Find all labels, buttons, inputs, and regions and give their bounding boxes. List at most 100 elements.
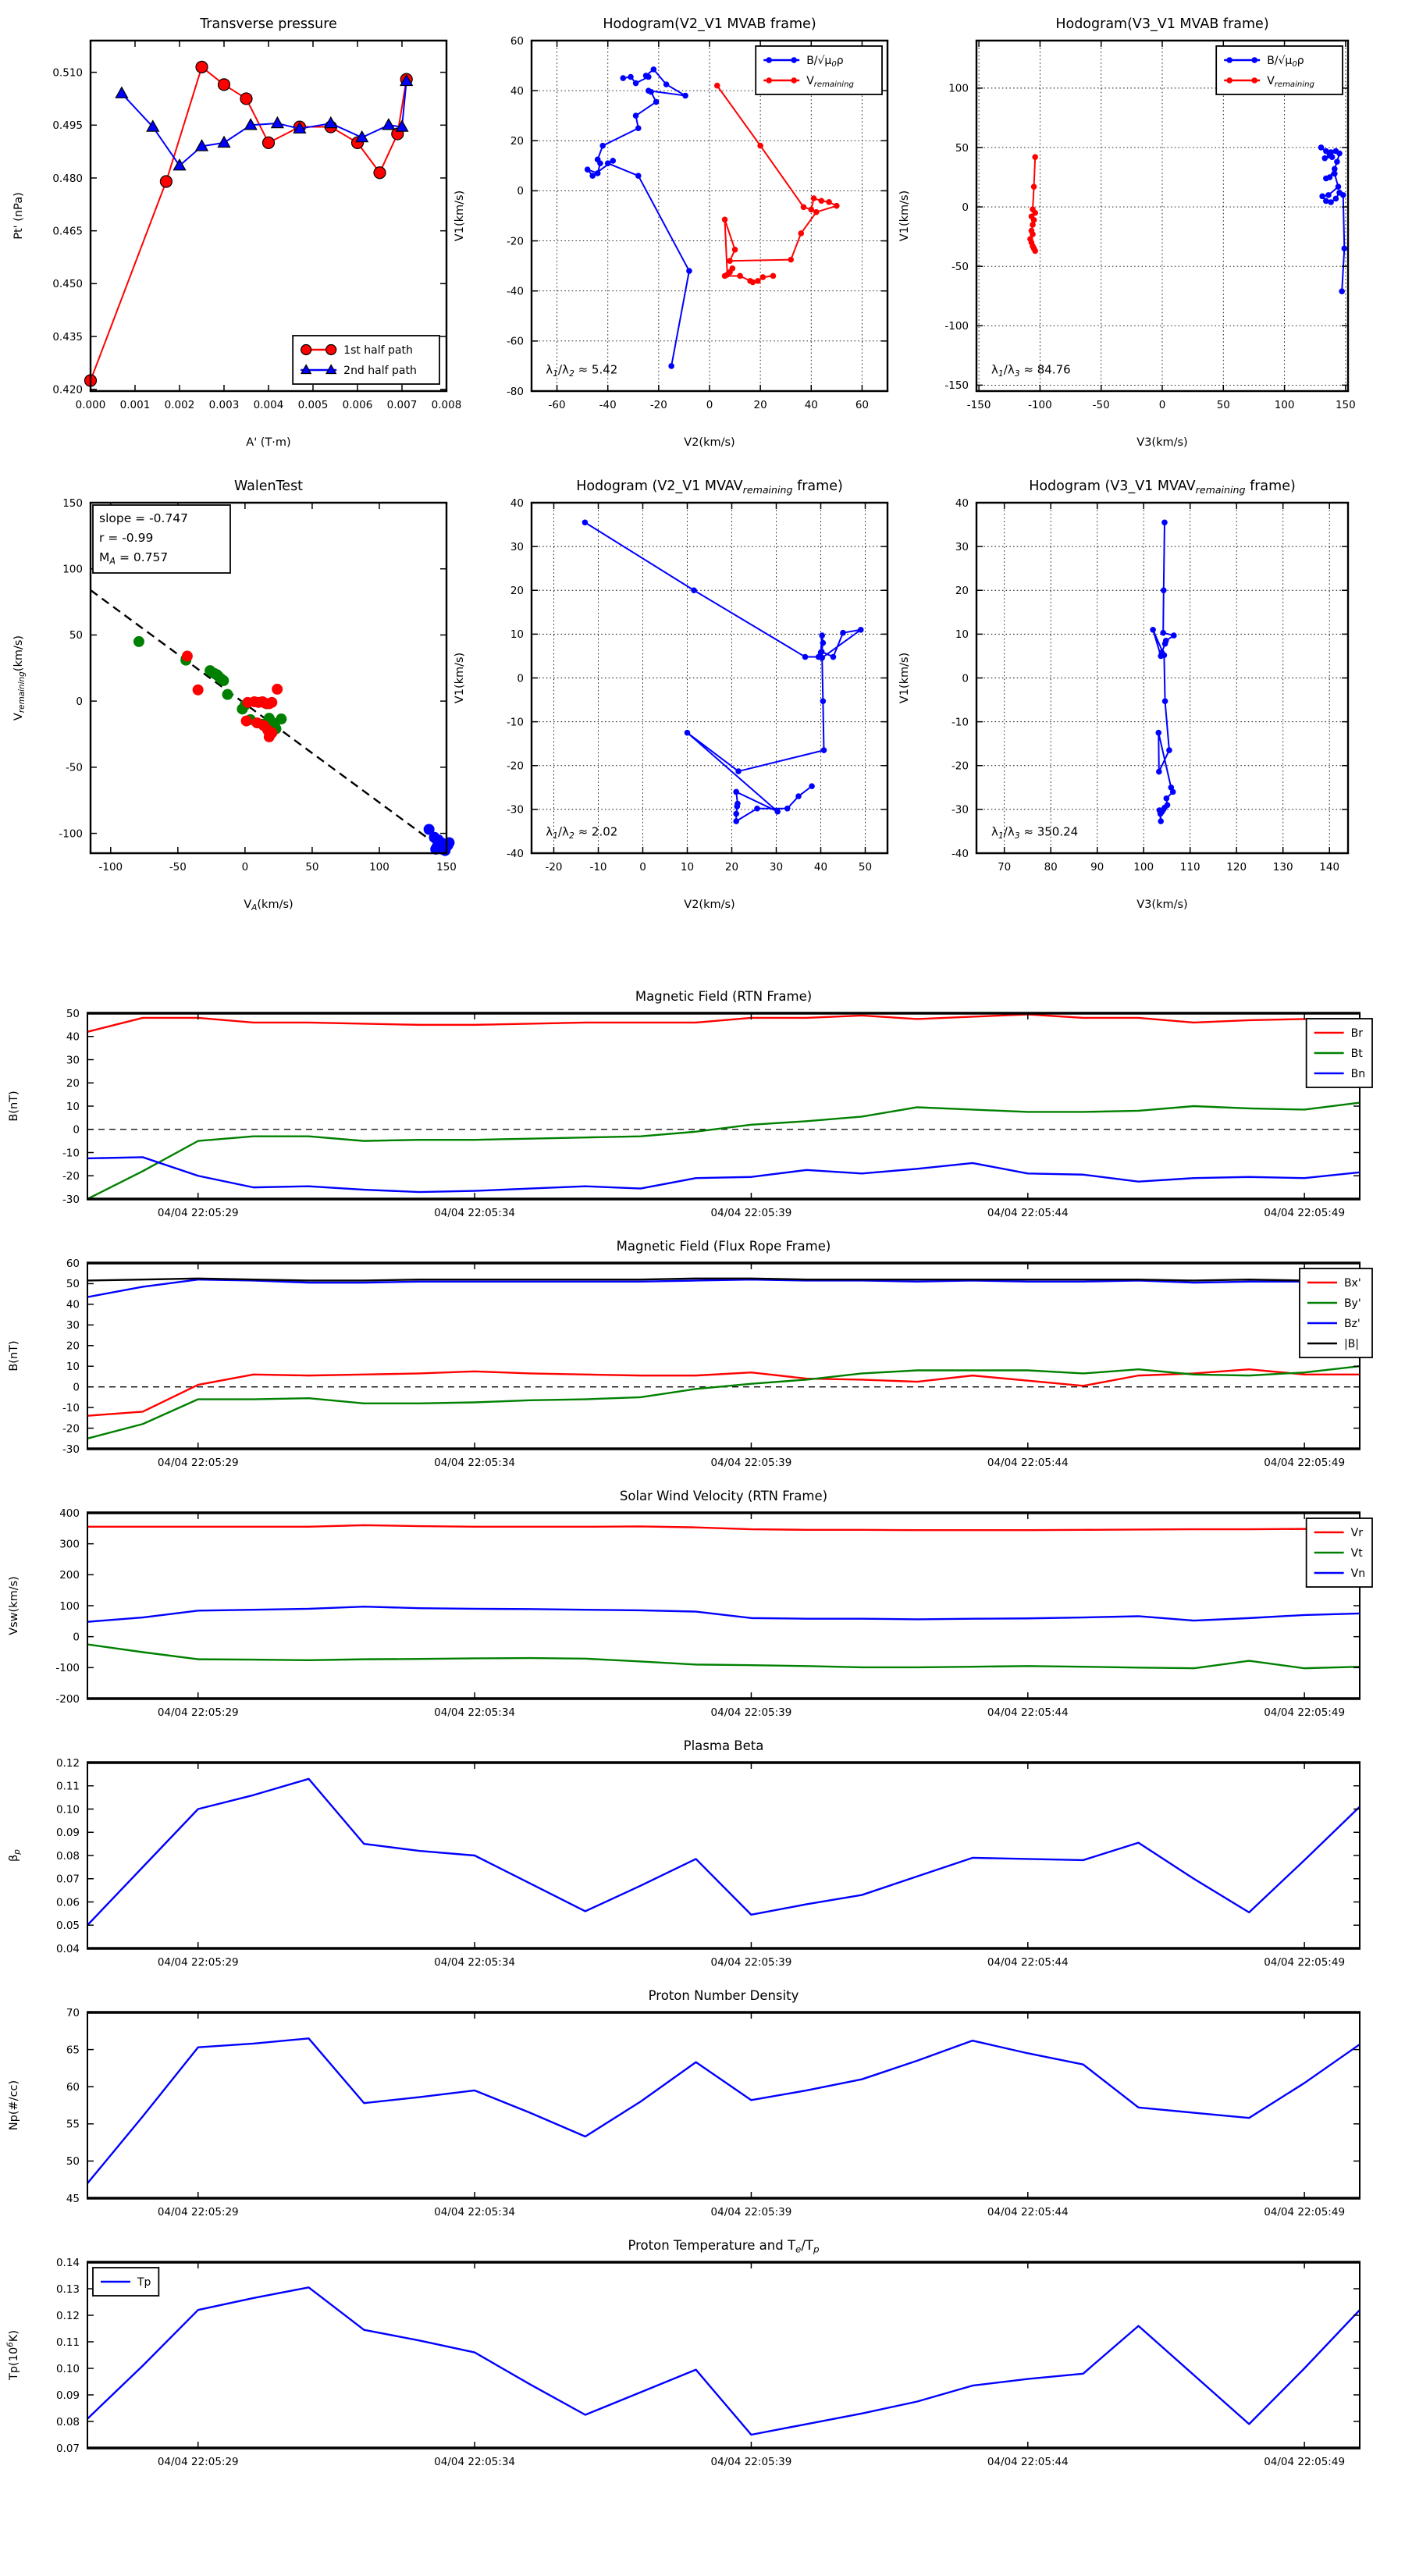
y-tick-label: 0.13 <box>56 2283 80 2296</box>
y-tick-label: -50 <box>951 261 969 273</box>
y-tick-label: -20 <box>951 760 969 773</box>
legend-label: Vt <box>1351 1547 1364 1560</box>
markers-B/√μ0ρ <box>584 66 692 369</box>
x-tick-label: 04/04 22:05:44 <box>987 1706 1069 1719</box>
x-tick-label: -60 <box>549 399 566 411</box>
panel-transverse-pressure: 0.000 0.001 0.002 0.003 0.004 0.005 0.006 0.007… <box>0 0 468 457</box>
legend-label: Vremaining <box>1267 75 1314 89</box>
y-tick-label: 0.495 <box>52 119 83 132</box>
y-tick-label: 0.11 <box>56 1781 80 1793</box>
panel-magnetic-field-rtn: 04/04 22:05:29 04/04 22:05:34 04/04 22:05:… <box>0 985 1405 1235</box>
y-tick-label: -20 <box>62 1170 80 1183</box>
y-axis-label: Vsw(km/s) <box>8 1576 20 1635</box>
y-tick-label: 50 <box>955 142 969 155</box>
x-tick-label: 04/04 22:05:34 <box>434 1706 515 1719</box>
y-tick-label: 55 <box>66 2119 80 2131</box>
panel-title: Solar Wind Velocity (RTN Frame) <box>620 1489 827 1503</box>
x-tick-label: 04/04 22:05:39 <box>711 2456 792 2468</box>
x-tick-label: 60 <box>855 399 869 411</box>
markers-Vremaining <box>713 82 840 286</box>
y-tick-label: 0.450 <box>52 278 83 290</box>
y-tick-label: 100 <box>62 564 83 576</box>
y-tick-label: 50 <box>66 1008 80 1020</box>
y-tick-label: 0.07 <box>56 2443 80 2455</box>
x-tick-label: 04/04 22:05:44 <box>987 1956 1069 1969</box>
x-tick-label: 0.008 <box>432 399 462 411</box>
x-tick-label: 04/04 22:05:34 <box>434 2456 515 2468</box>
y-tick-label: 0 <box>962 201 969 214</box>
series-Bn <box>87 1156 1361 1194</box>
legend: Br Bt Bn <box>1305 1018 1373 1088</box>
y-tick-label: 200 <box>59 1569 80 1582</box>
y-tick-label: 20 <box>510 585 524 597</box>
markers-outbound <box>181 650 283 742</box>
x-tick-label: 140 <box>1319 861 1339 873</box>
panel-magnetic-field-flux-rope: 04/04 22:05:29 04/04 22:05:34 04/04 22:05:… <box>0 1235 1405 1485</box>
y-tick-label: 0.480 <box>52 173 83 185</box>
panel-title: Transverse pressure <box>199 16 337 32</box>
y-axis-label: B(nT) <box>8 1340 20 1371</box>
legend-label: Vr <box>1351 1527 1364 1539</box>
markers-Vremaining <box>1027 154 1038 254</box>
x-tick-label: 04/04 22:05:34 <box>434 1956 515 1969</box>
legend-label: B/√μ0ρ <box>806 55 844 69</box>
x-tick-label: 04/04 22:05:34 <box>434 1207 515 1219</box>
x-tick-label: 04/04 22:05:49 <box>1264 2456 1345 2468</box>
legend-label: Bx' <box>1344 1277 1361 1290</box>
y-tick-label: 0.10 <box>56 2363 80 2375</box>
y-tick-label: 0.14 <box>56 2257 80 2269</box>
y-tick-label: 10 <box>66 1361 80 1373</box>
y-tick-label: 40 <box>66 1299 80 1311</box>
y-tick-label: -100 <box>55 1662 80 1674</box>
panel-title: Proton Temperature and Te/Tp <box>628 2238 819 2255</box>
series-Vn <box>87 1605 1361 1623</box>
x-tick-label: 50 <box>305 861 318 873</box>
x-tick-label: 04/04 22:05:34 <box>434 1457 515 1469</box>
x-tick-label: 40 <box>805 399 818 411</box>
markers-inbound <box>133 635 287 735</box>
y-axis-label: V1(km/s) <box>898 190 911 241</box>
y-tick-label: 0 <box>73 1124 80 1137</box>
info-box-line: slope = -0.747 <box>99 511 188 525</box>
plasma-beta-svg: 04/04 22:05:29 04/04 22:05:34 04/04 22:05:… <box>8 1738 1361 1969</box>
y-tick-label: 0.09 <box>56 2389 80 2402</box>
y-tick-label: -100 <box>59 827 83 840</box>
y-tick-label: -30 <box>951 804 969 817</box>
y-tick-label: 0 <box>517 185 524 197</box>
hodogram-v3v1-mvab-svg: -150 -100 -50 0 50 100 150 -150 -100 -50 0 50 100 Hod… <box>898 16 1356 449</box>
series-betap <box>87 1777 1361 1927</box>
x-tick-label: 04/04 22:05:39 <box>711 1457 792 1469</box>
x-tick-label: 04/04 22:05:29 <box>158 2206 239 2218</box>
x-axis-label: V3(km/s) <box>1136 436 1187 449</box>
y-tick-label: -20 <box>62 1422 80 1435</box>
y-tick-label: 150 <box>62 497 83 510</box>
y-tick-label: -50 <box>66 762 83 774</box>
y-tick-label: 0.08 <box>56 1850 80 1863</box>
x-tick-label: 130 <box>1273 861 1293 873</box>
x-tick-label: 30 <box>770 861 783 873</box>
panel-solar-wind-velocity: 04/04 22:05:29 04/04 22:05:34 04/04 22:05:… <box>0 1485 1405 1735</box>
x-tick-label: 04/04 22:05:39 <box>711 1207 792 1219</box>
x-tick-label: 150 <box>1336 399 1356 411</box>
y-tick-label: 30 <box>66 1319 80 1332</box>
panel-hodogram-v2v1-mvav: -20 -10 0 10 20 30 40 50 -40 -30 -20 -10 0 10 20 30 40 Ho… <box>441 462 909 919</box>
x-tick-label: 90 <box>1090 861 1104 873</box>
y-tick-label: 0.11 <box>56 2336 80 2349</box>
y-tick-label: -60 <box>507 336 524 348</box>
x-tick-label: -150 <box>967 399 991 411</box>
y-tick-label: 50 <box>66 1278 80 1290</box>
y-tick-label: 0.510 <box>52 66 83 79</box>
x-tick-label: 04/04 22:05:49 <box>1264 1956 1345 1969</box>
y-tick-label: 20 <box>955 585 969 597</box>
x-axis-label: V2(km/s) <box>684 898 735 911</box>
series-Tp <box>87 2286 1361 2436</box>
legend-label: By' <box>1344 1297 1361 1310</box>
x-tick-label: -100 <box>98 861 123 873</box>
x-tick-label: 04/04 22:05:49 <box>1264 1706 1345 1719</box>
series-Br <box>87 1013 1360 1033</box>
panel-title: Hodogram(V2_V1 MVAB frame) <box>603 16 816 32</box>
x-tick-label: 20 <box>725 861 738 873</box>
annotation: λ1/λ3 ≈ 84.76 <box>991 363 1071 379</box>
y-tick-label: -30 <box>62 1443 80 1456</box>
